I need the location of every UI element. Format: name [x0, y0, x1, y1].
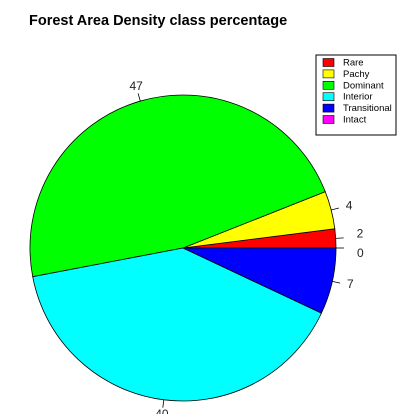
legend-swatch-interior — [322, 92, 335, 101]
legend-swatch-dominant — [322, 81, 335, 90]
label-line-interior — [162, 399, 165, 408]
slice-value-label-transitional: 7 — [347, 277, 354, 291]
legend-swatch-rare — [322, 58, 335, 67]
chart-title: Forest Area Density class percentage — [29, 13, 287, 29]
legend-swatch-transitional — [322, 103, 335, 113]
label-line-dominant — [137, 93, 141, 102]
legend-label-dominant: Dominant — [343, 80, 384, 91]
legend: RarePachyDominantInteriorTransitionalInt… — [315, 54, 397, 136]
slice-value-label-dominant: 47 — [129, 79, 143, 93]
slice-value-label-intact: 0 — [357, 246, 364, 260]
legend-label-intact: Intact — [343, 115, 367, 126]
label-line-pachy — [331, 207, 340, 211]
slice-value-label-pachy: 4 — [346, 198, 353, 212]
label-line-rare — [335, 237, 344, 239]
pie-slices — [29, 94, 337, 402]
legend-label-pachy: Pachy — [343, 69, 370, 80]
slice-labels: 2 4 47 40 7 0 — [129, 79, 364, 414]
label-line-transitional — [332, 280, 341, 284]
legend-label-rare: Rare — [343, 58, 364, 69]
legend-swatch-pachy — [322, 69, 335, 79]
slice-value-label-rare: 2 — [357, 227, 364, 241]
legend-label-interior: Interior — [343, 92, 373, 103]
slice-value-label-interior: 40 — [155, 407, 169, 414]
legend-swatch-intact — [322, 115, 335, 124]
legend-label-transitional: Transitional — [343, 103, 392, 114]
